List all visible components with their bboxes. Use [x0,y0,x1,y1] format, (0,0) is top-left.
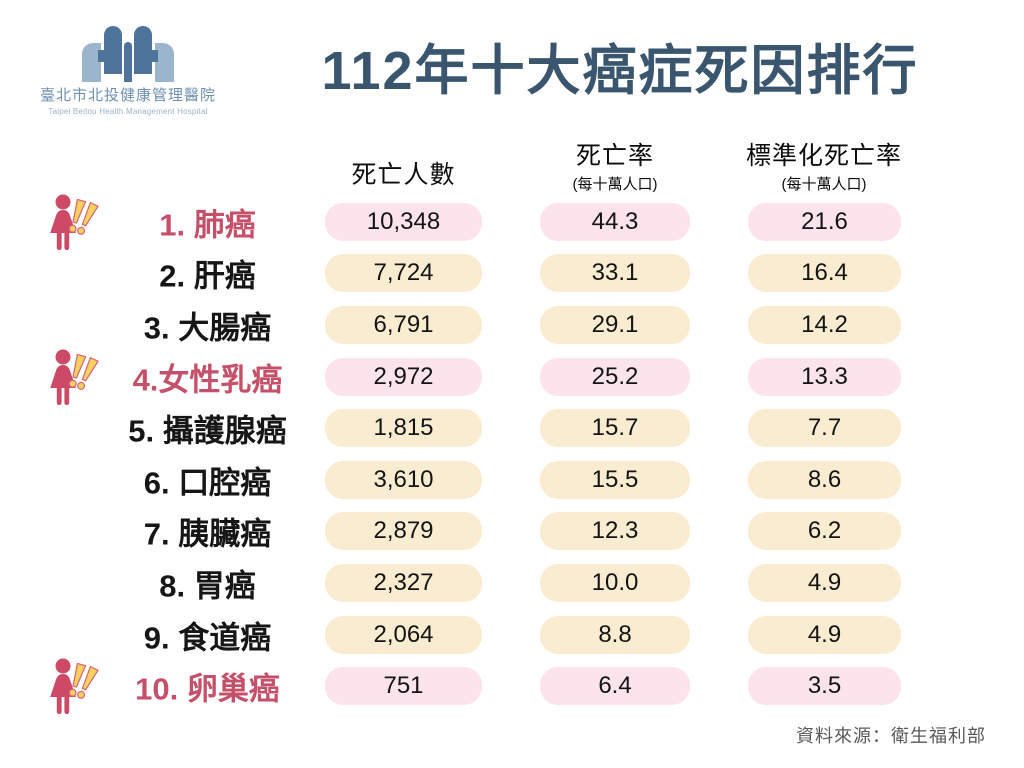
hospital-logo: 臺北市北投健康管理醫院 Taipei Beitou Health Managem… [28,20,228,116]
cancer-rank-label: 3. 大腸癌 [143,310,272,346]
deaths-value: 2,879 [325,512,482,551]
table-row: 6. 口腔癌 3,610 15.5 8.6 [40,454,945,506]
column-header-death-rate-label: 死亡率 [575,142,654,170]
death-rate-value: 15.5 [540,460,690,499]
death-rate-value: 12.3 [540,512,690,551]
female-warning-icon [50,349,99,405]
table-row: 1. 肺癌 10,348 44.3 21.6 [40,194,945,250]
table-header-row: 死亡人數 死亡率 (每十萬人口) 標準化死亡率 (每十萬人口) [40,130,945,194]
deaths-value: 7,724 [325,254,482,293]
cancer-rank-label: 2. 肝癌 [159,258,256,294]
cancer-rank-label: 5. 攝護腺癌 [128,413,287,449]
std-rate-value: 14.2 [748,305,901,344]
cancer-rank-label: 4.女性乳癌 [132,362,283,398]
std-rate-value: 6.2 [748,512,901,551]
hospital-logo-icon [82,26,174,82]
table-row: 4.女性乳癌 2,972 25.2 13.3 [40,349,945,405]
deaths-value: 751 [325,667,482,706]
column-header-std-rate: 標準化死亡率 (每十萬人口) [724,136,924,194]
cancer-rank-label: 7. 胰臟癌 [143,516,272,552]
deaths-value: 2,972 [325,357,482,396]
death-rate-value: 33.1 [540,254,690,293]
hospital-name-en: Taipei Beitou Health Management Hospital [48,107,208,116]
column-header-deaths-label: 死亡人數 [351,161,456,189]
death-rate-value: 29.1 [540,305,690,344]
death-rate-value: 44.3 [540,202,690,241]
deaths-value: 2,064 [325,615,482,654]
deaths-value: 2,327 [325,563,482,602]
death-rate-value: 10.0 [540,563,690,602]
table-row: 3. 大腸癌 6,791 29.1 14.2 [40,299,945,351]
death-rate-value: 15.7 [540,409,690,448]
deaths-value: 6,791 [325,305,482,344]
column-header-std-rate-label: 標準化死亡率 [745,142,902,170]
table-row: 8. 胃癌 2,327 10.0 4.9 [40,557,945,609]
std-rate-value: 4.9 [748,615,901,654]
deaths-value: 3,610 [325,460,482,499]
table-row: 10. 卵巢癌 751 6.4 3.5 [40,658,945,715]
column-header-deaths: 死亡人數 [325,155,482,194]
column-header-std-rate-unit: (每十萬人口) [781,176,867,193]
female-warning-icon [50,194,99,250]
std-rate-value: 8.6 [748,460,901,499]
std-rate-value: 3.5 [748,667,901,706]
cancer-rank-label: 6. 口腔癌 [143,465,272,501]
column-header-death-rate-unit: (每十萬人口) [572,176,658,193]
std-rate-value: 4.9 [748,563,901,602]
std-rate-value: 13.3 [748,357,901,396]
cancer-rank-label: 10. 卵巢癌 [135,671,280,707]
table-row: 5. 攝護腺癌 1,815 15.7 7.7 [40,402,945,454]
ranking-table: 1. 肺癌 10,348 44.3 21.6 2. 肝癌 7,724 33.1 … [40,194,945,715]
deaths-value: 1,815 [325,409,482,448]
table-row: 9. 食道癌 2,064 8.8 4.9 [40,609,945,661]
death-rate-value: 25.2 [540,357,690,396]
std-rate-value: 16.4 [748,254,901,293]
death-rate-value: 6.4 [540,667,690,706]
hospital-name-zh: 臺北市北投健康管理醫院 [39,87,216,104]
table-row: 7. 胰臟癌 2,879 12.3 6.2 [40,506,945,558]
death-rate-value: 8.8 [540,615,690,654]
cancer-rank-label: 1. 肺癌 [159,207,256,243]
data-source-note: 資料來源：衛生福利部 [796,726,986,746]
page-title: 112年十大癌症死因排行 [321,41,919,101]
cancer-rank-label: 8. 胃癌 [159,568,256,604]
column-header-death-rate: 死亡率 (每十萬人口) [530,136,700,194]
deaths-value: 10,348 [325,202,482,241]
table-row: 2. 肝癌 7,724 33.1 16.4 [40,248,945,300]
std-rate-value: 7.7 [748,409,901,448]
female-warning-icon [50,658,99,715]
std-rate-value: 21.6 [748,202,901,241]
cancer-rank-label: 9. 食道癌 [143,620,272,656]
